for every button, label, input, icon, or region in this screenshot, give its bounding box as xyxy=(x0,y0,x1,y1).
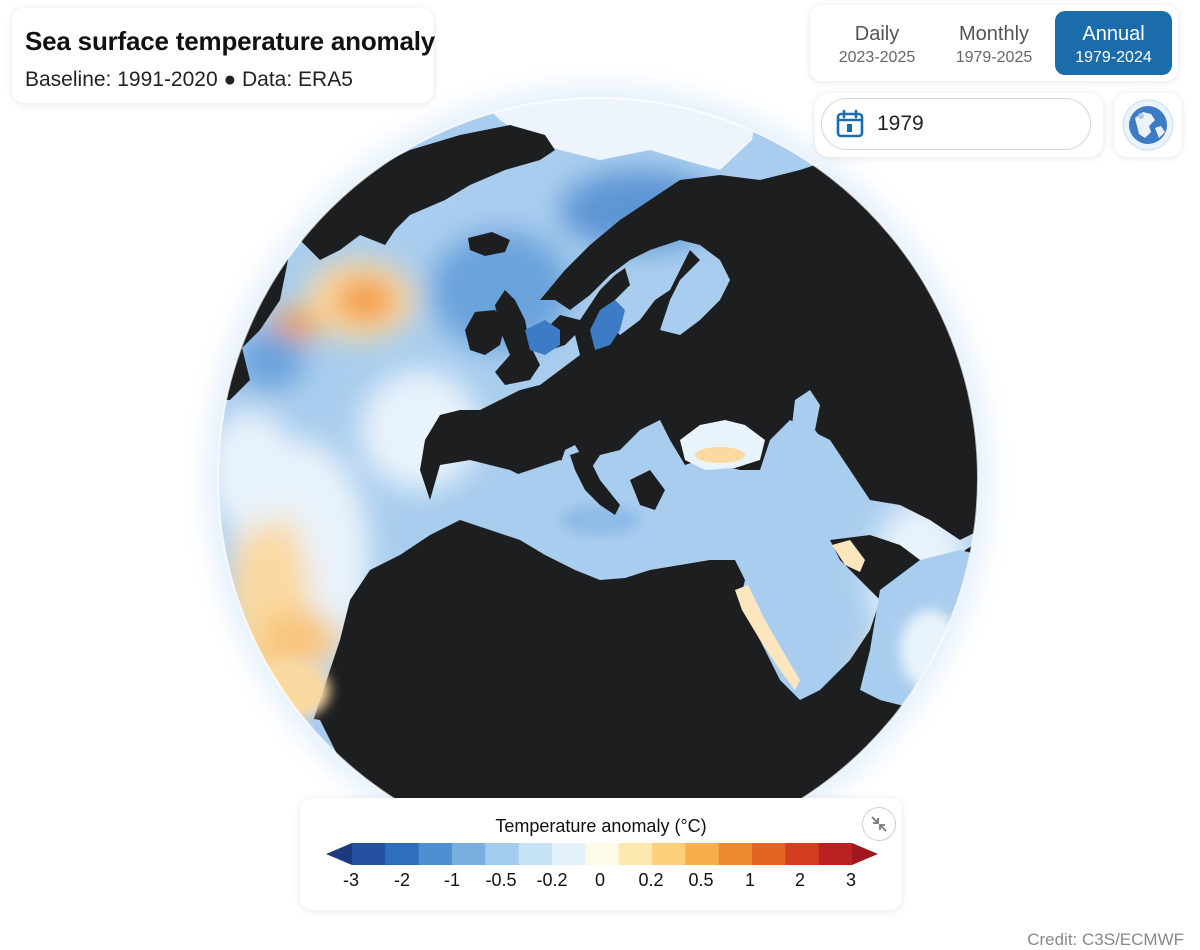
legend-tick-label: 2 xyxy=(794,870,806,890)
legend-tick-label: 0.2 xyxy=(638,870,664,890)
legend-tick-label: -2 xyxy=(393,870,411,890)
sea-caspian xyxy=(792,390,845,478)
legend-tick-label: -0.2 xyxy=(536,870,568,890)
legend-tick-label: -1 xyxy=(443,870,461,890)
sea-red xyxy=(735,585,800,690)
land-italy xyxy=(570,450,620,515)
legend-tick-label: 0 xyxy=(594,870,606,890)
legend-tick-label: 3 xyxy=(845,870,857,890)
credit-text: Credit: C3S/ECMWF xyxy=(1027,930,1184,949)
land-iceland xyxy=(468,232,510,256)
sea-baltic xyxy=(590,300,625,350)
sea-persian-gulf xyxy=(832,540,865,572)
map-subtitle: Baseline: 1991-2020 ● Data: ERA5 xyxy=(25,68,353,91)
date-picker-card: 1979 xyxy=(815,93,1103,157)
land-great-britain xyxy=(495,290,540,385)
mode-daily-range: 2023-2025 xyxy=(838,49,916,66)
collapse-arrows-icon xyxy=(871,816,887,832)
date-value: 1979 xyxy=(877,112,924,135)
legend-tick-label: -0.5 xyxy=(485,870,517,890)
land-horn-of-africa xyxy=(820,690,880,720)
mode-annual-label: Annual xyxy=(1082,23,1145,45)
land-ireland xyxy=(465,310,505,355)
collapse-legend-button[interactable] xyxy=(862,807,896,841)
globe-view-icon[interactable] xyxy=(1121,98,1175,152)
land-greece xyxy=(630,470,665,510)
time-mode-selector: Daily 2023-2025 Monthly 1979-2025 Annual… xyxy=(810,5,1178,81)
mode-daily-button[interactable]: Daily 2023-2025 xyxy=(816,11,938,75)
mode-annual-button[interactable]: Annual 1979-2024 xyxy=(1055,11,1172,75)
title-card: Sea surface temperature anomaly Baseline… xyxy=(12,8,435,103)
mode-monthly-range: 1979-2025 xyxy=(955,49,1033,66)
land-eurasia xyxy=(420,150,978,540)
calendar-icon xyxy=(836,109,864,138)
legend-title: Temperature anomaly (°C) xyxy=(495,816,707,836)
legend-tick-label: 0.5 xyxy=(688,870,714,890)
date-picker-input[interactable]: 1979 xyxy=(821,98,1091,150)
sea-north xyxy=(525,320,560,355)
land-greenland xyxy=(300,125,555,260)
legend-tick-label: 1 xyxy=(744,870,756,890)
legend-tick-label: -3 xyxy=(342,870,360,890)
mode-monthly-label: Monthly xyxy=(958,23,1030,45)
legend-card: Temperature anomaly (°C) xyxy=(300,798,902,910)
arctic-ice xyxy=(470,98,760,170)
map-title: Sea surface temperature anomaly xyxy=(25,26,435,56)
sea-black-warm xyxy=(695,447,745,463)
mode-annual-range: 1979-2024 xyxy=(1075,49,1152,66)
mode-monthly-button[interactable]: Monthly 1979-2025 xyxy=(936,11,1052,75)
view-toggle-card xyxy=(1114,93,1182,157)
sea-mediterranean-shade xyxy=(560,505,640,535)
mode-daily-label: Daily xyxy=(854,23,900,45)
